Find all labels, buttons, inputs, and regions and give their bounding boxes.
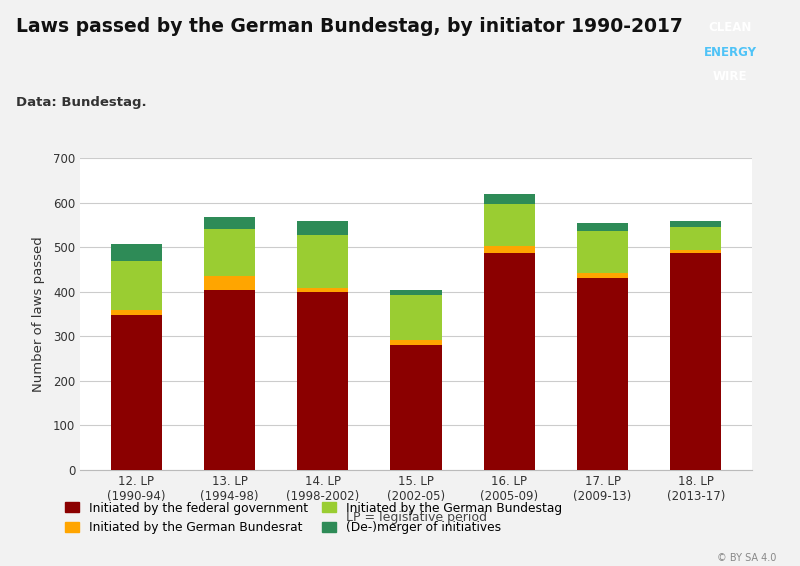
Bar: [577, 231, 628, 273]
X-axis label: LP = legislative period: LP = legislative period: [346, 511, 486, 524]
Bar: [204, 290, 255, 470]
Bar: [390, 340, 442, 345]
Text: © BY SA 4.0: © BY SA 4.0: [717, 553, 776, 563]
Bar: [390, 345, 442, 470]
Bar: [204, 229, 255, 276]
Bar: [577, 273, 628, 278]
Bar: [484, 253, 535, 470]
Text: WIRE: WIRE: [713, 70, 747, 83]
Bar: [484, 204, 535, 246]
Bar: [670, 253, 722, 470]
Bar: [670, 226, 722, 250]
Text: Laws passed by the German Bundestag, by initiator 1990-2017: Laws passed by the German Bundestag, by …: [16, 17, 683, 36]
Bar: [670, 221, 722, 226]
Text: Data: Bundestag.: Data: Bundestag.: [16, 96, 146, 109]
Text: CLEAN: CLEAN: [708, 22, 752, 35]
Bar: [484, 246, 535, 253]
Bar: [204, 276, 255, 290]
Y-axis label: Number of laws passed: Number of laws passed: [31, 236, 45, 392]
Bar: [297, 288, 348, 292]
Bar: [110, 310, 162, 315]
Bar: [577, 278, 628, 470]
Bar: [577, 223, 628, 231]
Bar: [670, 250, 722, 253]
Bar: [390, 290, 442, 295]
Bar: [297, 292, 348, 470]
Text: ENERGY: ENERGY: [703, 46, 757, 59]
Bar: [204, 217, 255, 229]
Bar: [110, 261, 162, 310]
Bar: [390, 295, 442, 340]
Bar: [110, 315, 162, 470]
Legend: Initiated by the federal government, Initiated by the German Bundesrat, Initiate: Initiated by the federal government, Ini…: [61, 496, 566, 539]
Bar: [484, 194, 535, 204]
Bar: [297, 234, 348, 288]
Bar: [297, 221, 348, 234]
Bar: [110, 244, 162, 261]
